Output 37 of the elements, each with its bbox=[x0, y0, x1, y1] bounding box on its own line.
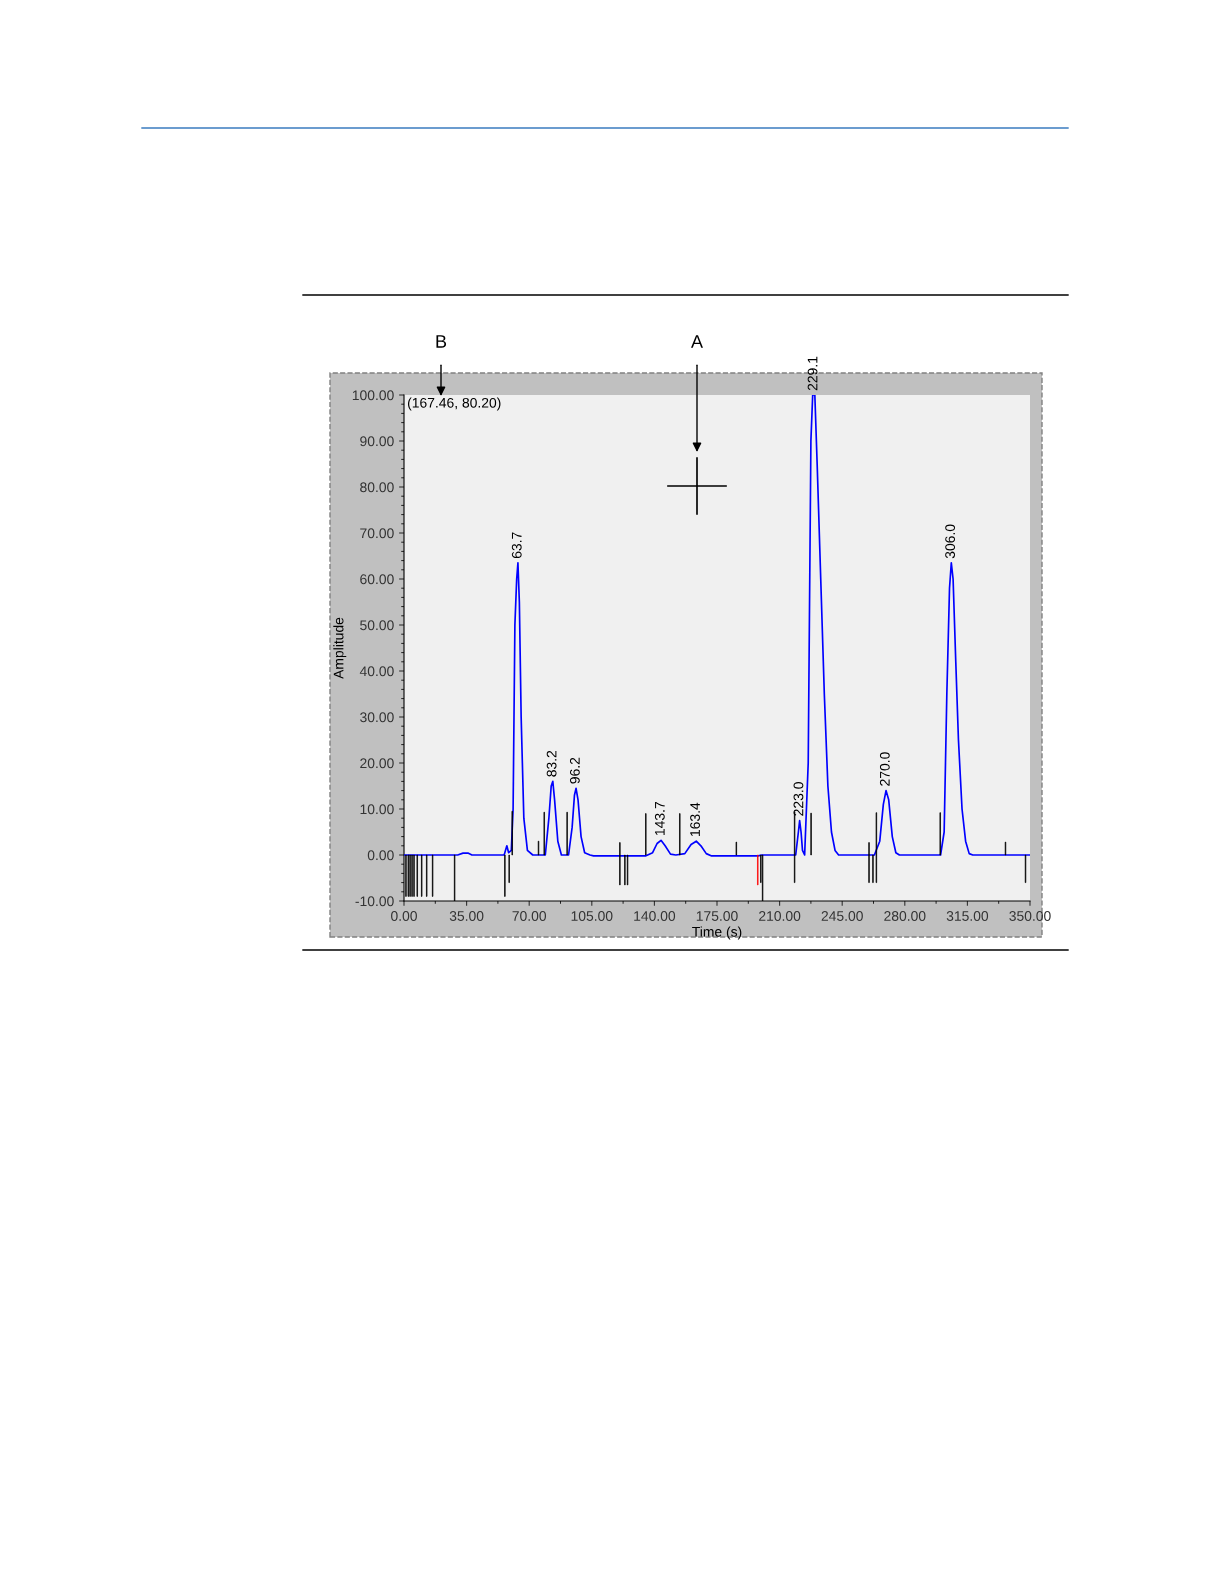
x-tick-label: 35.00 bbox=[449, 911, 484, 921]
x-tick-label: 140.00 bbox=[634, 911, 676, 921]
x-tick-label: 315.00 bbox=[946, 911, 989, 921]
text: B bbox=[436, 335, 447, 348]
annotation: 83.2 bbox=[546, 750, 557, 777]
y-tick-label: -10.00 bbox=[355, 896, 394, 907]
x-tick-label: 245.00 bbox=[821, 911, 863, 921]
text: A bbox=[691, 335, 703, 348]
x-tick-label: 210.00 bbox=[759, 911, 801, 921]
annotation: 270.0 bbox=[879, 752, 890, 786]
annotation: 63.7 bbox=[511, 532, 522, 559]
y-tick-label: 60.00 bbox=[360, 574, 394, 585]
x-tick-label: 280.00 bbox=[884, 911, 926, 921]
x-tick-label: 70.00 bbox=[512, 911, 547, 921]
x-tick-label: 350.00 bbox=[1009, 911, 1051, 921]
y-tick-label: 40.00 bbox=[359, 666, 394, 677]
y-tick-label: 20.00 bbox=[360, 758, 394, 769]
y-tick-label: 30.00 bbox=[360, 712, 394, 723]
annotation: 223.0 bbox=[793, 782, 804, 816]
annotation: 163.4 bbox=[690, 802, 700, 836]
y-tick-label: 80.00 bbox=[360, 482, 394, 493]
annotation: 306.0 bbox=[945, 524, 956, 559]
y-tick-label: 50.00 bbox=[360, 620, 394, 631]
annotation: 229.1 bbox=[807, 356, 818, 391]
x-tick-label: 175.00 bbox=[696, 911, 738, 921]
x-tick-label: 0.00 bbox=[391, 911, 417, 921]
y-tick-label: 90.00 bbox=[360, 436, 394, 447]
y-tick-label: 70.00 bbox=[360, 528, 394, 539]
x-tick-label: 105.00 bbox=[571, 911, 613, 921]
y-tick-label: 10.00 bbox=[360, 804, 394, 815]
y-tick-label: 100.00 bbox=[352, 390, 394, 401]
y-axis-title: Amplitude bbox=[333, 617, 347, 679]
annotation: 96.2 bbox=[569, 757, 580, 784]
y-tick-label: 0.00 bbox=[367, 850, 394, 861]
annotation: 143.7 bbox=[654, 802, 665, 836]
x-axis-title: Time (s) bbox=[692, 926, 742, 940]
annotation: (167.46, 80.20) bbox=[407, 397, 501, 411]
